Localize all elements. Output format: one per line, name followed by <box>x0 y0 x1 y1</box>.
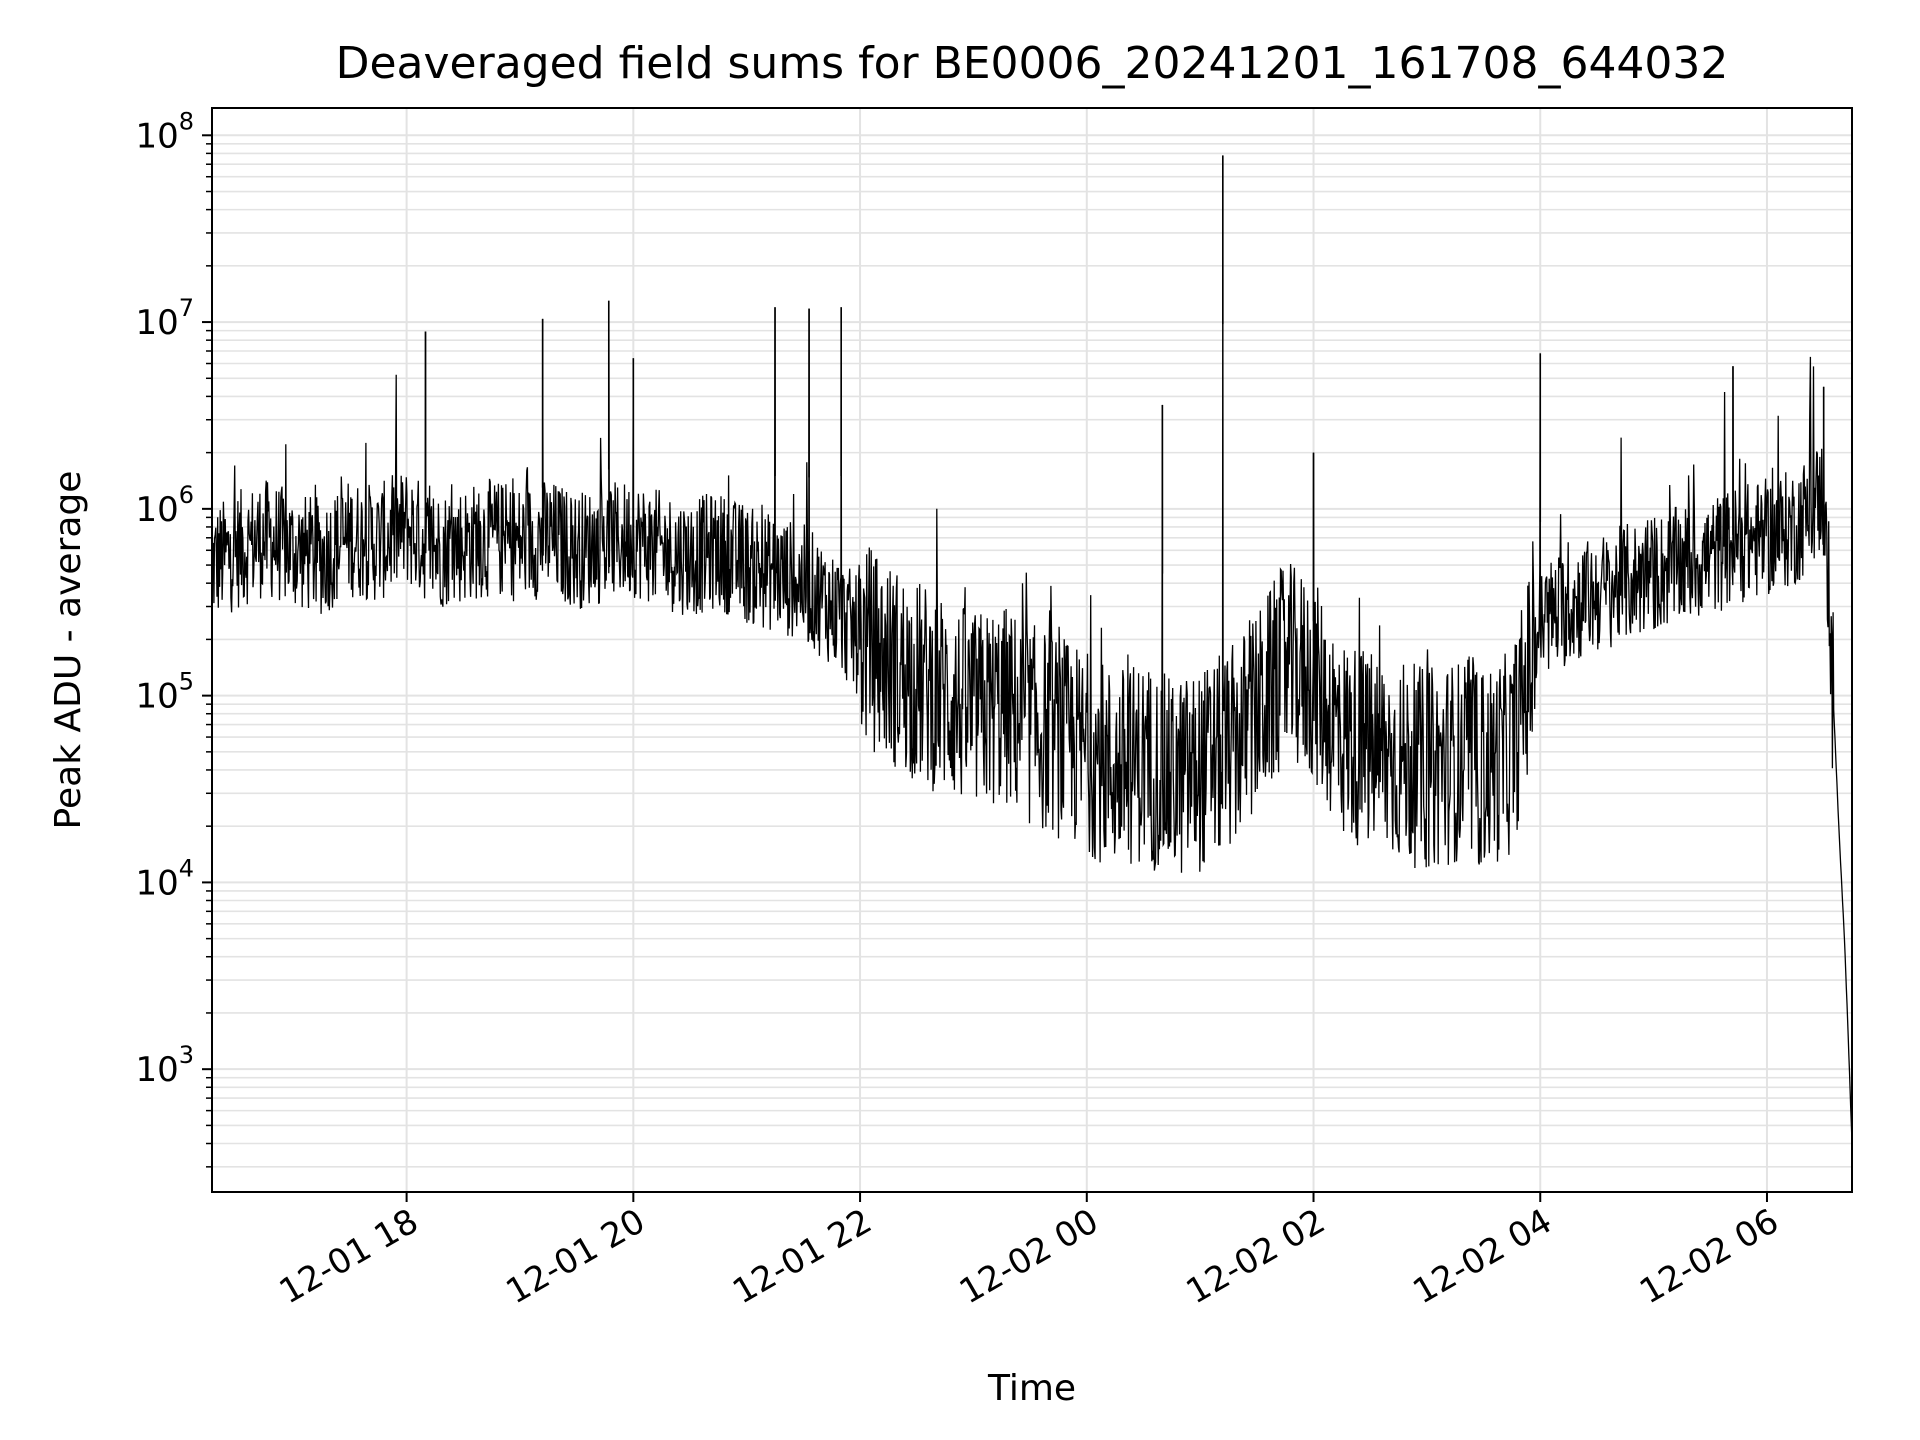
grid <box>212 108 1852 1192</box>
y-tick-label: 104 <box>135 854 194 903</box>
series <box>211 155 1853 1144</box>
y-tick-label: 103 <box>135 1041 194 1090</box>
y-tick-label: 106 <box>135 481 194 530</box>
x-axis-label: Time <box>987 1368 1076 1409</box>
chart-title: Deaveraged field sums for BE0006_2024120… <box>336 38 1729 89</box>
plot-frame <box>211 107 1853 1193</box>
y-axis: 103 104 105 106 107 108 <box>135 107 212 1168</box>
y-axis-label: Peak ADU - average <box>48 471 89 830</box>
series-line <box>211 155 1853 1144</box>
y-tick-label: 105 <box>135 668 194 717</box>
y-tick-label: 107 <box>135 294 194 343</box>
y-tick-label: 108 <box>135 107 194 156</box>
